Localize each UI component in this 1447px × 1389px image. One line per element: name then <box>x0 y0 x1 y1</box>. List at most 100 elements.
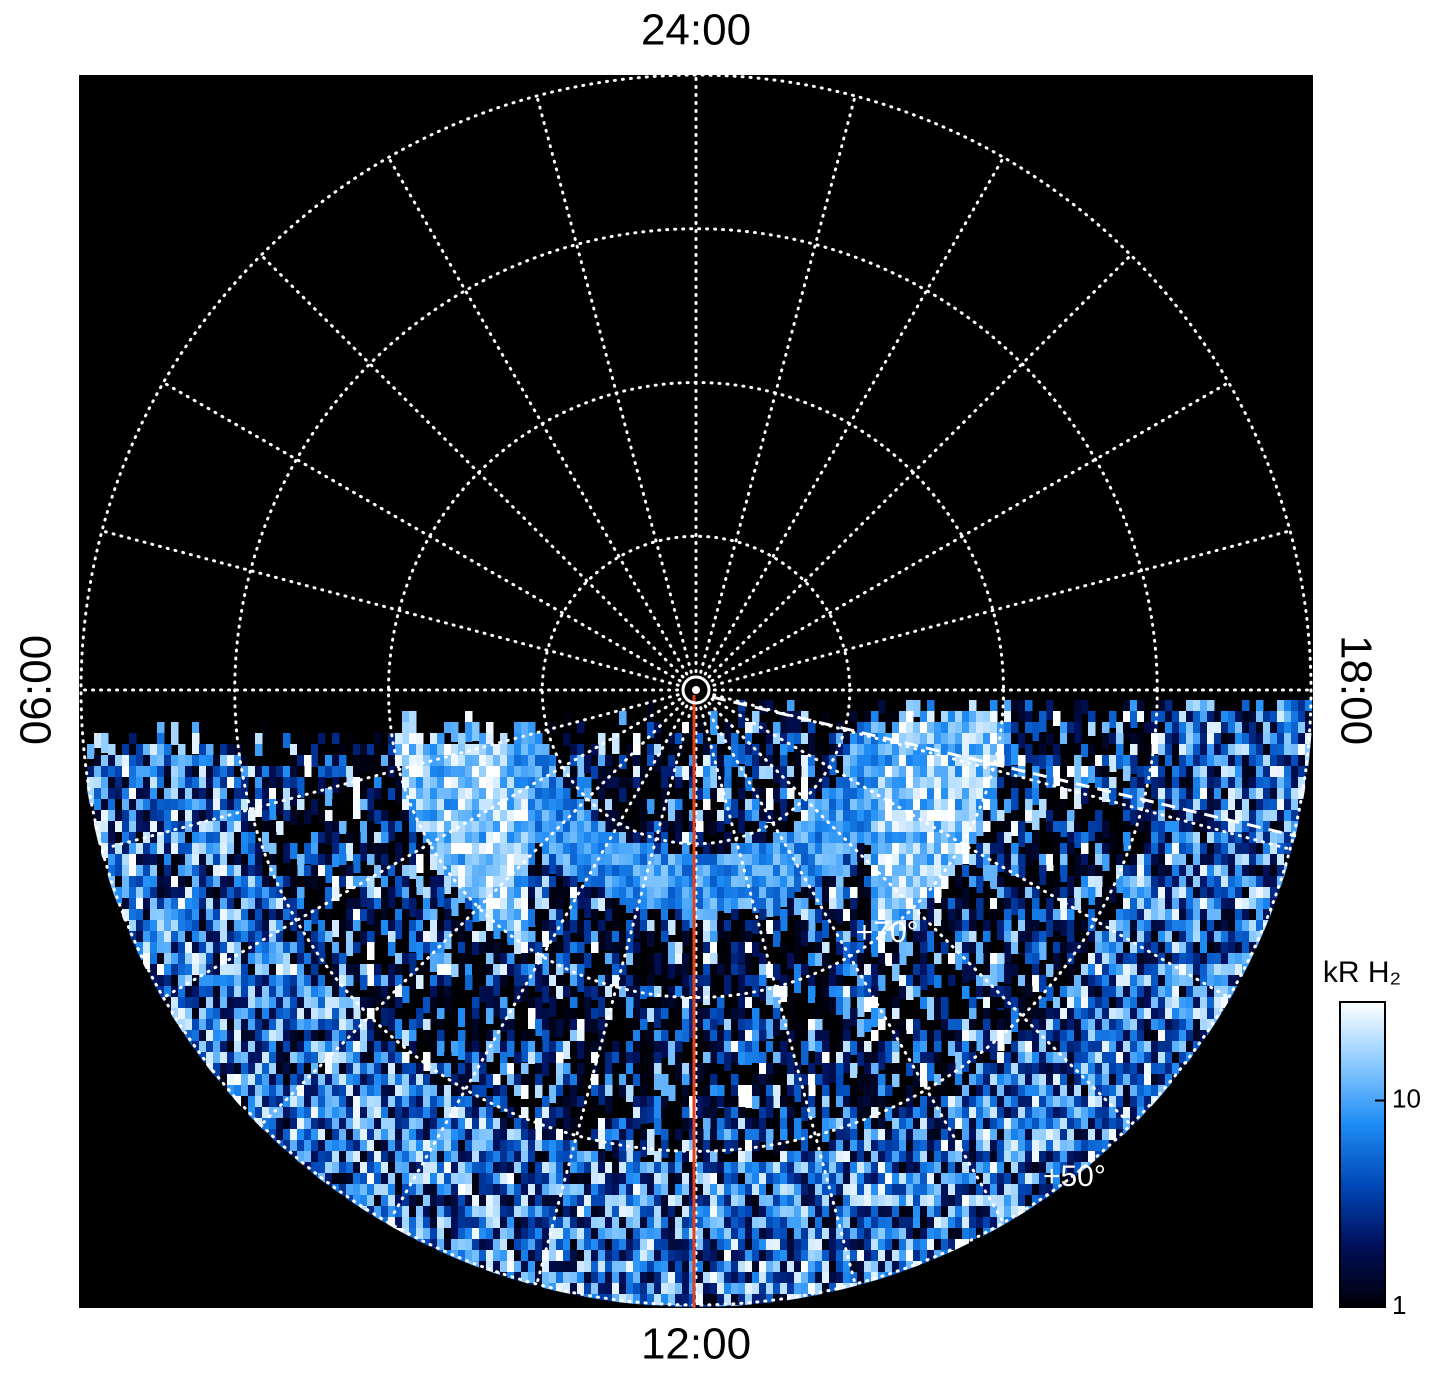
emission-pixel <box>542 832 550 844</box>
emission-pixel <box>388 821 396 841</box>
emission-pixel <box>444 876 452 894</box>
emission-pixel <box>633 865 641 879</box>
emission-pixel <box>535 1107 543 1119</box>
emission-pixel <box>374 1107 382 1122</box>
emission-pixel <box>1270 887 1278 908</box>
emission-pixel <box>465 920 473 936</box>
emission-pixel <box>1249 788 1257 807</box>
emission-pixel <box>563 920 571 932</box>
emission-pixel <box>1298 711 1306 725</box>
emission-pixel <box>1116 1030 1124 1051</box>
emission-pixel <box>948 1118 956 1134</box>
emission-pixel <box>682 920 690 938</box>
emission-pixel <box>612 788 620 799</box>
emission-pixel <box>1291 722 1299 738</box>
emission-pixel <box>283 1096 291 1113</box>
emission-pixel <box>528 865 536 886</box>
emission-pixel <box>745 920 753 934</box>
emission-pixel <box>1116 1041 1124 1055</box>
emission-pixel <box>633 788 641 809</box>
emission-pixel <box>1235 788 1243 804</box>
emission-pixel <box>325 1030 333 1048</box>
emission-pixel <box>318 1096 326 1111</box>
emission-pixel <box>647 700 655 723</box>
emission-pixel <box>311 1107 319 1121</box>
emission-pixel <box>199 854 207 872</box>
emission-pixel <box>451 777 459 789</box>
emission-pixel <box>556 799 564 819</box>
emission-pixel <box>542 788 550 805</box>
emission-pixel <box>836 1085 844 1097</box>
emission-pixel <box>1039 1019 1047 1032</box>
emission-pixel <box>528 821 536 837</box>
emission-pixel <box>325 1074 333 1095</box>
emission-pixel <box>255 865 263 884</box>
emission-pixel <box>1144 865 1152 884</box>
emission-pixel <box>1067 920 1075 943</box>
emission-pixel <box>633 920 641 939</box>
emission-pixel <box>605 986 613 1003</box>
emission-pixel <box>822 1085 830 1100</box>
emission-pixel <box>255 843 263 860</box>
emission-pixel <box>283 1008 291 1026</box>
emission-pixel <box>640 1085 648 1102</box>
emission-pixel <box>752 997 760 1013</box>
emission-pixel <box>892 744 900 765</box>
emission-pixel <box>1032 843 1040 860</box>
emission-pixel <box>556 810 564 824</box>
emission-pixel <box>164 766 172 779</box>
emission-pixel <box>1270 843 1278 854</box>
emission-pixel <box>1060 799 1068 821</box>
emission-pixel <box>136 843 144 860</box>
emission-pixel <box>514 1085 522 1096</box>
emission-pixel <box>647 1063 655 1077</box>
emission-pixel <box>164 953 172 974</box>
emission-pixel <box>1144 766 1152 784</box>
emission-pixel <box>969 788 977 808</box>
emission-pixel <box>682 843 690 863</box>
emission-pixel <box>570 1085 578 1107</box>
emission-pixel <box>1172 975 1180 991</box>
emission-pixel <box>1158 1030 1166 1046</box>
emission-pixel <box>1088 722 1096 736</box>
emission-pixel <box>416 920 424 934</box>
emission-pixel <box>465 1107 473 1128</box>
emission-pixel <box>962 711 970 732</box>
emission-pixel <box>269 766 277 781</box>
emission-pixel <box>780 788 788 805</box>
emission-pixel <box>871 898 879 910</box>
emission-pixel <box>780 755 788 773</box>
emission-pixel <box>801 843 809 862</box>
emission-pixel <box>535 997 543 1019</box>
emission-pixel <box>738 1140 746 1156</box>
emission-pixel <box>1235 876 1243 895</box>
emission-pixel <box>276 964 284 981</box>
emission-pixel <box>1102 1140 1110 1157</box>
emission-pixel <box>1046 1041 1054 1057</box>
emission-pixel <box>206 766 214 786</box>
emission-pixel <box>1039 733 1047 750</box>
emission-pixel <box>122 799 130 815</box>
emission-pixel <box>374 975 382 989</box>
emission-pixel <box>1116 1063 1124 1079</box>
emission-pixel <box>1270 799 1278 813</box>
emission-pixel <box>577 777 585 797</box>
emission-pixel <box>360 1118 368 1132</box>
emission-pixel <box>990 744 998 764</box>
emission-pixel <box>521 1030 529 1046</box>
emission-pixel <box>213 843 221 858</box>
emission-pixel <box>1018 1052 1026 1065</box>
emission-pixel <box>815 777 823 792</box>
emission-pixel <box>598 986 606 1000</box>
emission-pixel <box>598 920 606 934</box>
emission-pixel <box>1116 854 1124 867</box>
emission-pixel <box>178 975 186 986</box>
emission-pixel <box>647 953 655 967</box>
emission-pixel <box>857 909 865 925</box>
emission-pixel <box>1256 766 1264 782</box>
emission-pixel <box>1172 898 1180 909</box>
emission-pixel <box>1186 1008 1194 1023</box>
emission-pixel <box>444 1129 452 1141</box>
emission-pixel <box>647 1008 655 1022</box>
emission-pixel <box>1053 1118 1061 1134</box>
